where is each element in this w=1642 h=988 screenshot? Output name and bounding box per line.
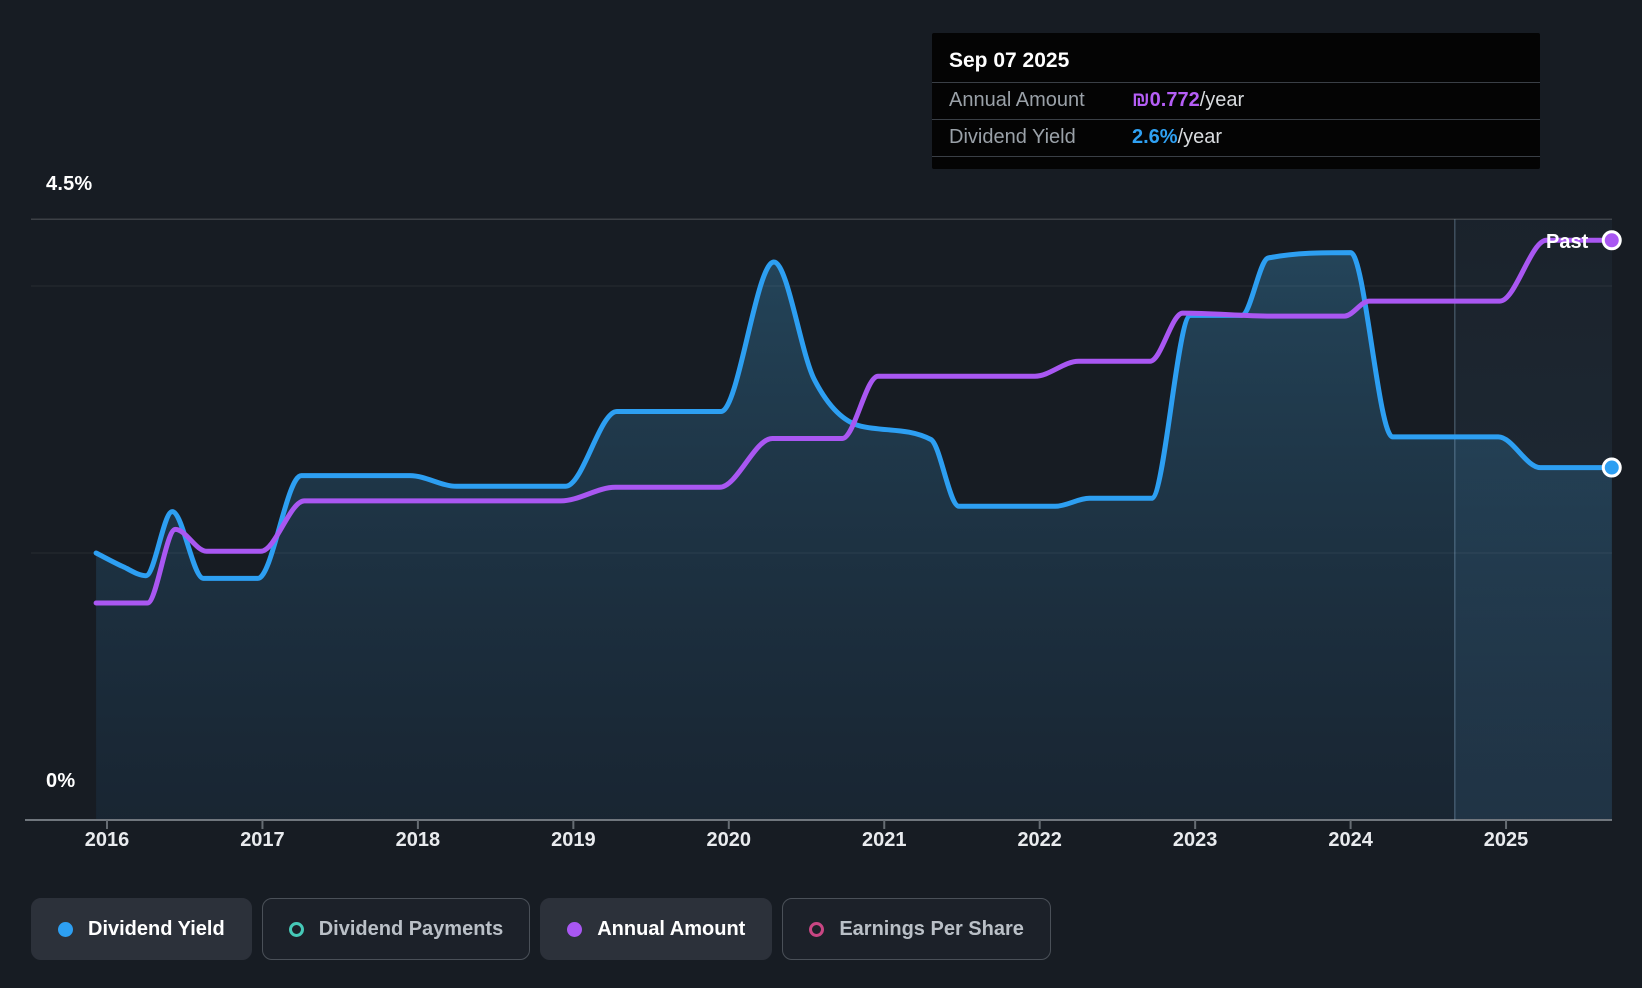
legend-button-dividend-yield[interactable]: Dividend Yield [31,898,252,960]
tooltip-date: Sep 07 2025 [932,33,1540,83]
annual-amount-end-marker [1601,230,1622,251]
x-axis-label: 2016 [84,829,130,851]
x-axis-label: 2019 [551,829,596,851]
past-label: Past [1546,231,1589,253]
tooltip-row-label: Annual Amount [949,89,1085,111]
legend-label: Annual Amount [597,917,746,940]
legend-button-earnings-per-share[interactable]: Earnings Per Share [782,898,1051,960]
legend-label: Earnings Per Share [839,917,1024,940]
tooltip-row-label: Dividend Yield [949,126,1076,148]
earnings-per-share-ring-icon [809,921,825,937]
legend-label: Dividend Yield [88,917,225,940]
tooltip-row-value: ₪0.772 [1132,89,1200,111]
tooltip-row-suffix: /year [1177,126,1223,148]
x-axis-label: 2021 [862,829,907,851]
x-axis-label: 2024 [1328,829,1373,851]
dividend-yield-end-marker [1601,457,1622,478]
annual-amount-line [93,237,1615,606]
x-axis-label: 2023 [1172,829,1218,851]
chart-legend: Dividend Yield Dividend Payments Annual … [31,898,1051,960]
y-axis-label-top: 4.5% [46,173,93,195]
dividend-yield-area-fill [96,252,1612,821]
tooltip-row-annual-amount: Annual Amount ₪0.772 /year [932,83,1540,120]
dividend-yield-dot-icon [58,921,73,937]
y-axis-label-zero: 0% [46,770,76,792]
legend-label: Dividend Payments [318,917,504,940]
x-axis-label: 2020 [706,829,752,851]
x-axis-label: 2018 [395,829,441,851]
x-axis-label: 2025 [1483,829,1529,851]
dividend-yield-line [93,250,1615,581]
legend-button-annual-amount[interactable]: Annual Amount [540,898,773,960]
dividend-payments-ring-icon [288,921,304,937]
chart-tooltip: Sep 07 2025 Annual Amount ₪0.772 /year D… [932,33,1540,169]
legend-button-dividend-payments[interactable]: Dividend Payments [261,898,531,960]
tooltip-row-dividend-yield: Dividend Yield 2.6% /year [932,120,1540,157]
tooltip-row-value: 2.6% [1132,126,1178,148]
annual-amount-dot-icon [567,921,583,937]
tooltip-row-suffix: /year [1199,89,1245,111]
x-axis-label: 2022 [1017,829,1062,851]
x-axis-label: 2017 [240,829,285,851]
